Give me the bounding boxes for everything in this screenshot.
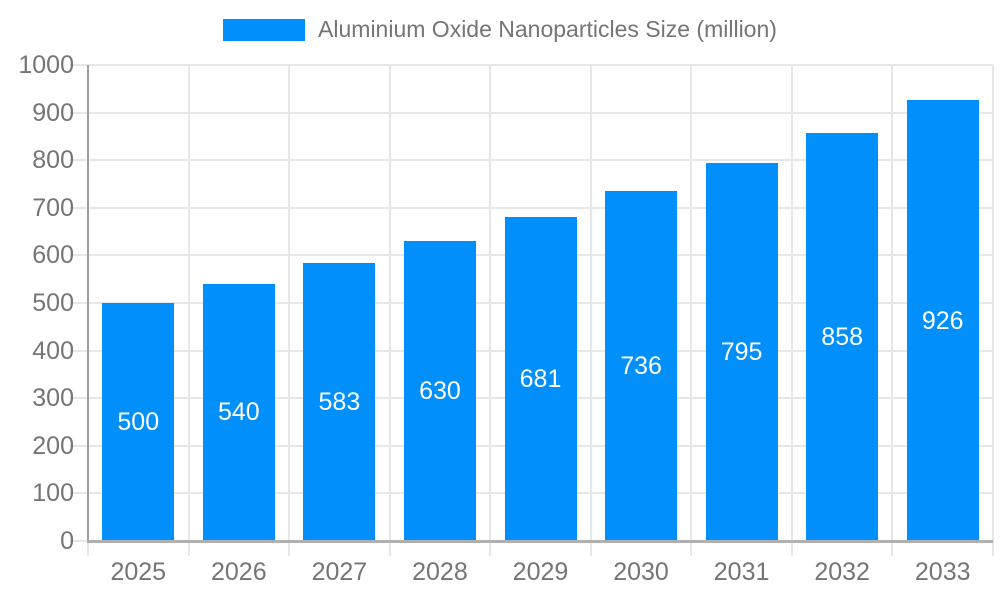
h-gridline <box>70 111 993 114</box>
x-axis-label: 2029 <box>512 558 569 586</box>
y-axis-label: 400 <box>32 336 74 365</box>
v-gridline <box>690 65 693 556</box>
x-axis-label: 2028 <box>412 558 468 586</box>
bar[interactable] <box>403 241 476 541</box>
y-axis-label: 100 <box>32 479 74 508</box>
x-axis-label: 2033 <box>914 558 971 586</box>
x-axis-line <box>87 540 993 543</box>
bar-value-label: 500 <box>117 408 160 436</box>
y-axis-label: 800 <box>32 146 74 175</box>
y-axis-label: 700 <box>32 193 74 222</box>
y-axis-line <box>87 65 89 541</box>
bar-value-label: 583 <box>318 388 361 417</box>
bar[interactable] <box>906 100 979 541</box>
bar-value-label: 630 <box>419 377 461 406</box>
y-axis-label: 200 <box>32 431 74 460</box>
v-gridline <box>388 65 391 556</box>
bar[interactable] <box>705 162 778 541</box>
bar[interactable] <box>806 132 879 541</box>
y-axis-label: 500 <box>32 289 74 317</box>
x-axis-label: 2032 <box>814 558 870 586</box>
x-axis-label: 2026 <box>211 558 267 586</box>
bar-value-label: 736 <box>620 351 662 380</box>
v-gridline <box>589 65 592 556</box>
bar[interactable] <box>202 283 275 541</box>
bar-value-label: 795 <box>720 337 763 366</box>
y-axis-label: 0 <box>60 527 74 555</box>
y-axis-label: 600 <box>32 241 74 270</box>
v-gridline <box>992 65 994 556</box>
bar[interactable] <box>605 190 678 541</box>
v-gridline <box>790 65 793 556</box>
x-axis-label: 2025 <box>110 558 167 586</box>
bar-value-label: 540 <box>217 398 260 427</box>
bar-value-label: 858 <box>821 322 864 351</box>
bar[interactable] <box>504 216 577 541</box>
bar[interactable] <box>102 303 175 541</box>
v-gridline <box>187 65 190 556</box>
h-gridline <box>70 159 993 162</box>
legend-swatch <box>223 18 306 41</box>
h-gridline <box>70 64 993 66</box>
x-axis-label: 2031 <box>713 558 770 586</box>
x-axis-label: 2030 <box>613 558 669 586</box>
bar-value-label: 681 <box>519 364 562 393</box>
y-axis-label: 300 <box>32 384 74 413</box>
chart-legend[interactable]: Aluminium Oxide Nanoparticles Size (mill… <box>0 16 1000 43</box>
y-axis-label: 1000 <box>18 51 74 79</box>
v-gridline <box>288 65 291 556</box>
y-axis-label: 900 <box>32 98 74 127</box>
v-gridline <box>489 65 492 556</box>
bar[interactable] <box>303 263 376 541</box>
h-gridline <box>70 206 993 209</box>
x-axis-label: 2027 <box>311 558 368 586</box>
bar-value-label: 926 <box>921 306 964 335</box>
legend-label: Aluminium Oxide Nanoparticles Size (mill… <box>318 16 777 42</box>
v-gridline <box>891 65 894 556</box>
